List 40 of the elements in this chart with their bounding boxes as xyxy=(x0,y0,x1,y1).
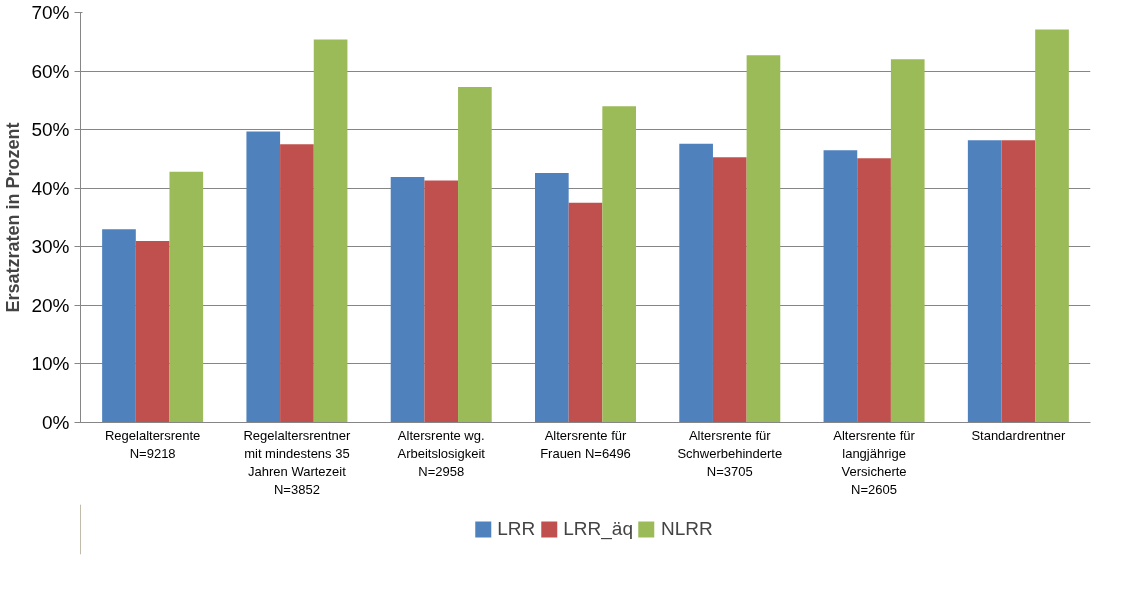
bar xyxy=(857,158,891,423)
bar xyxy=(169,171,204,423)
bar xyxy=(712,157,747,423)
bar xyxy=(1035,29,1069,423)
x-tick-label: Altersrente wg. Arbeitslosigkeit N=2958 xyxy=(397,427,486,479)
bar xyxy=(135,240,170,423)
bar xyxy=(313,39,348,423)
bar xyxy=(390,177,425,423)
bar xyxy=(823,150,858,423)
y-axis-title: Ersatzraten in Prozent xyxy=(3,122,24,313)
bar xyxy=(679,143,713,423)
bar xyxy=(568,202,603,423)
x-tick-label: Regelaltersrentner mit mindestens 35 Jahren Wartezeit N=3852 xyxy=(243,427,352,497)
bar xyxy=(890,59,925,423)
x-tick-label: Standardrentner xyxy=(971,427,1066,443)
bar xyxy=(280,144,314,423)
bar xyxy=(1001,140,1036,423)
bar xyxy=(458,86,492,423)
legend-label: NLRR xyxy=(661,518,713,540)
x-tick-label: Altersrente für Schwerbehinderte N=3705 xyxy=(677,427,783,479)
y-tick-label: 60% xyxy=(31,60,70,82)
bar xyxy=(535,172,569,423)
legend-label: LRR_äq xyxy=(563,518,633,540)
y-tick-label: 20% xyxy=(31,294,70,316)
x-tick-label: Altersrente für Frauen N=6496 xyxy=(540,427,631,461)
bar xyxy=(246,131,281,423)
y-tick-label: 40% xyxy=(31,177,70,199)
y-tick-label: 70% xyxy=(31,2,70,23)
y-tick-label: 50% xyxy=(31,119,70,141)
bar xyxy=(602,106,636,423)
y-tick-label: 30% xyxy=(31,236,70,258)
bar xyxy=(746,55,781,423)
x-tick-label: Altersrente für langjährige Versicherte N=2605 xyxy=(833,427,916,497)
y-tick-label: 10% xyxy=(31,353,70,375)
x-tick-label: Regelaltersrente N=9218 xyxy=(104,427,201,461)
legend-label: LRR xyxy=(497,518,536,540)
y-tick-label: 0% xyxy=(42,412,70,433)
bar xyxy=(424,180,459,423)
bar xyxy=(102,229,136,423)
bar xyxy=(967,140,1002,423)
